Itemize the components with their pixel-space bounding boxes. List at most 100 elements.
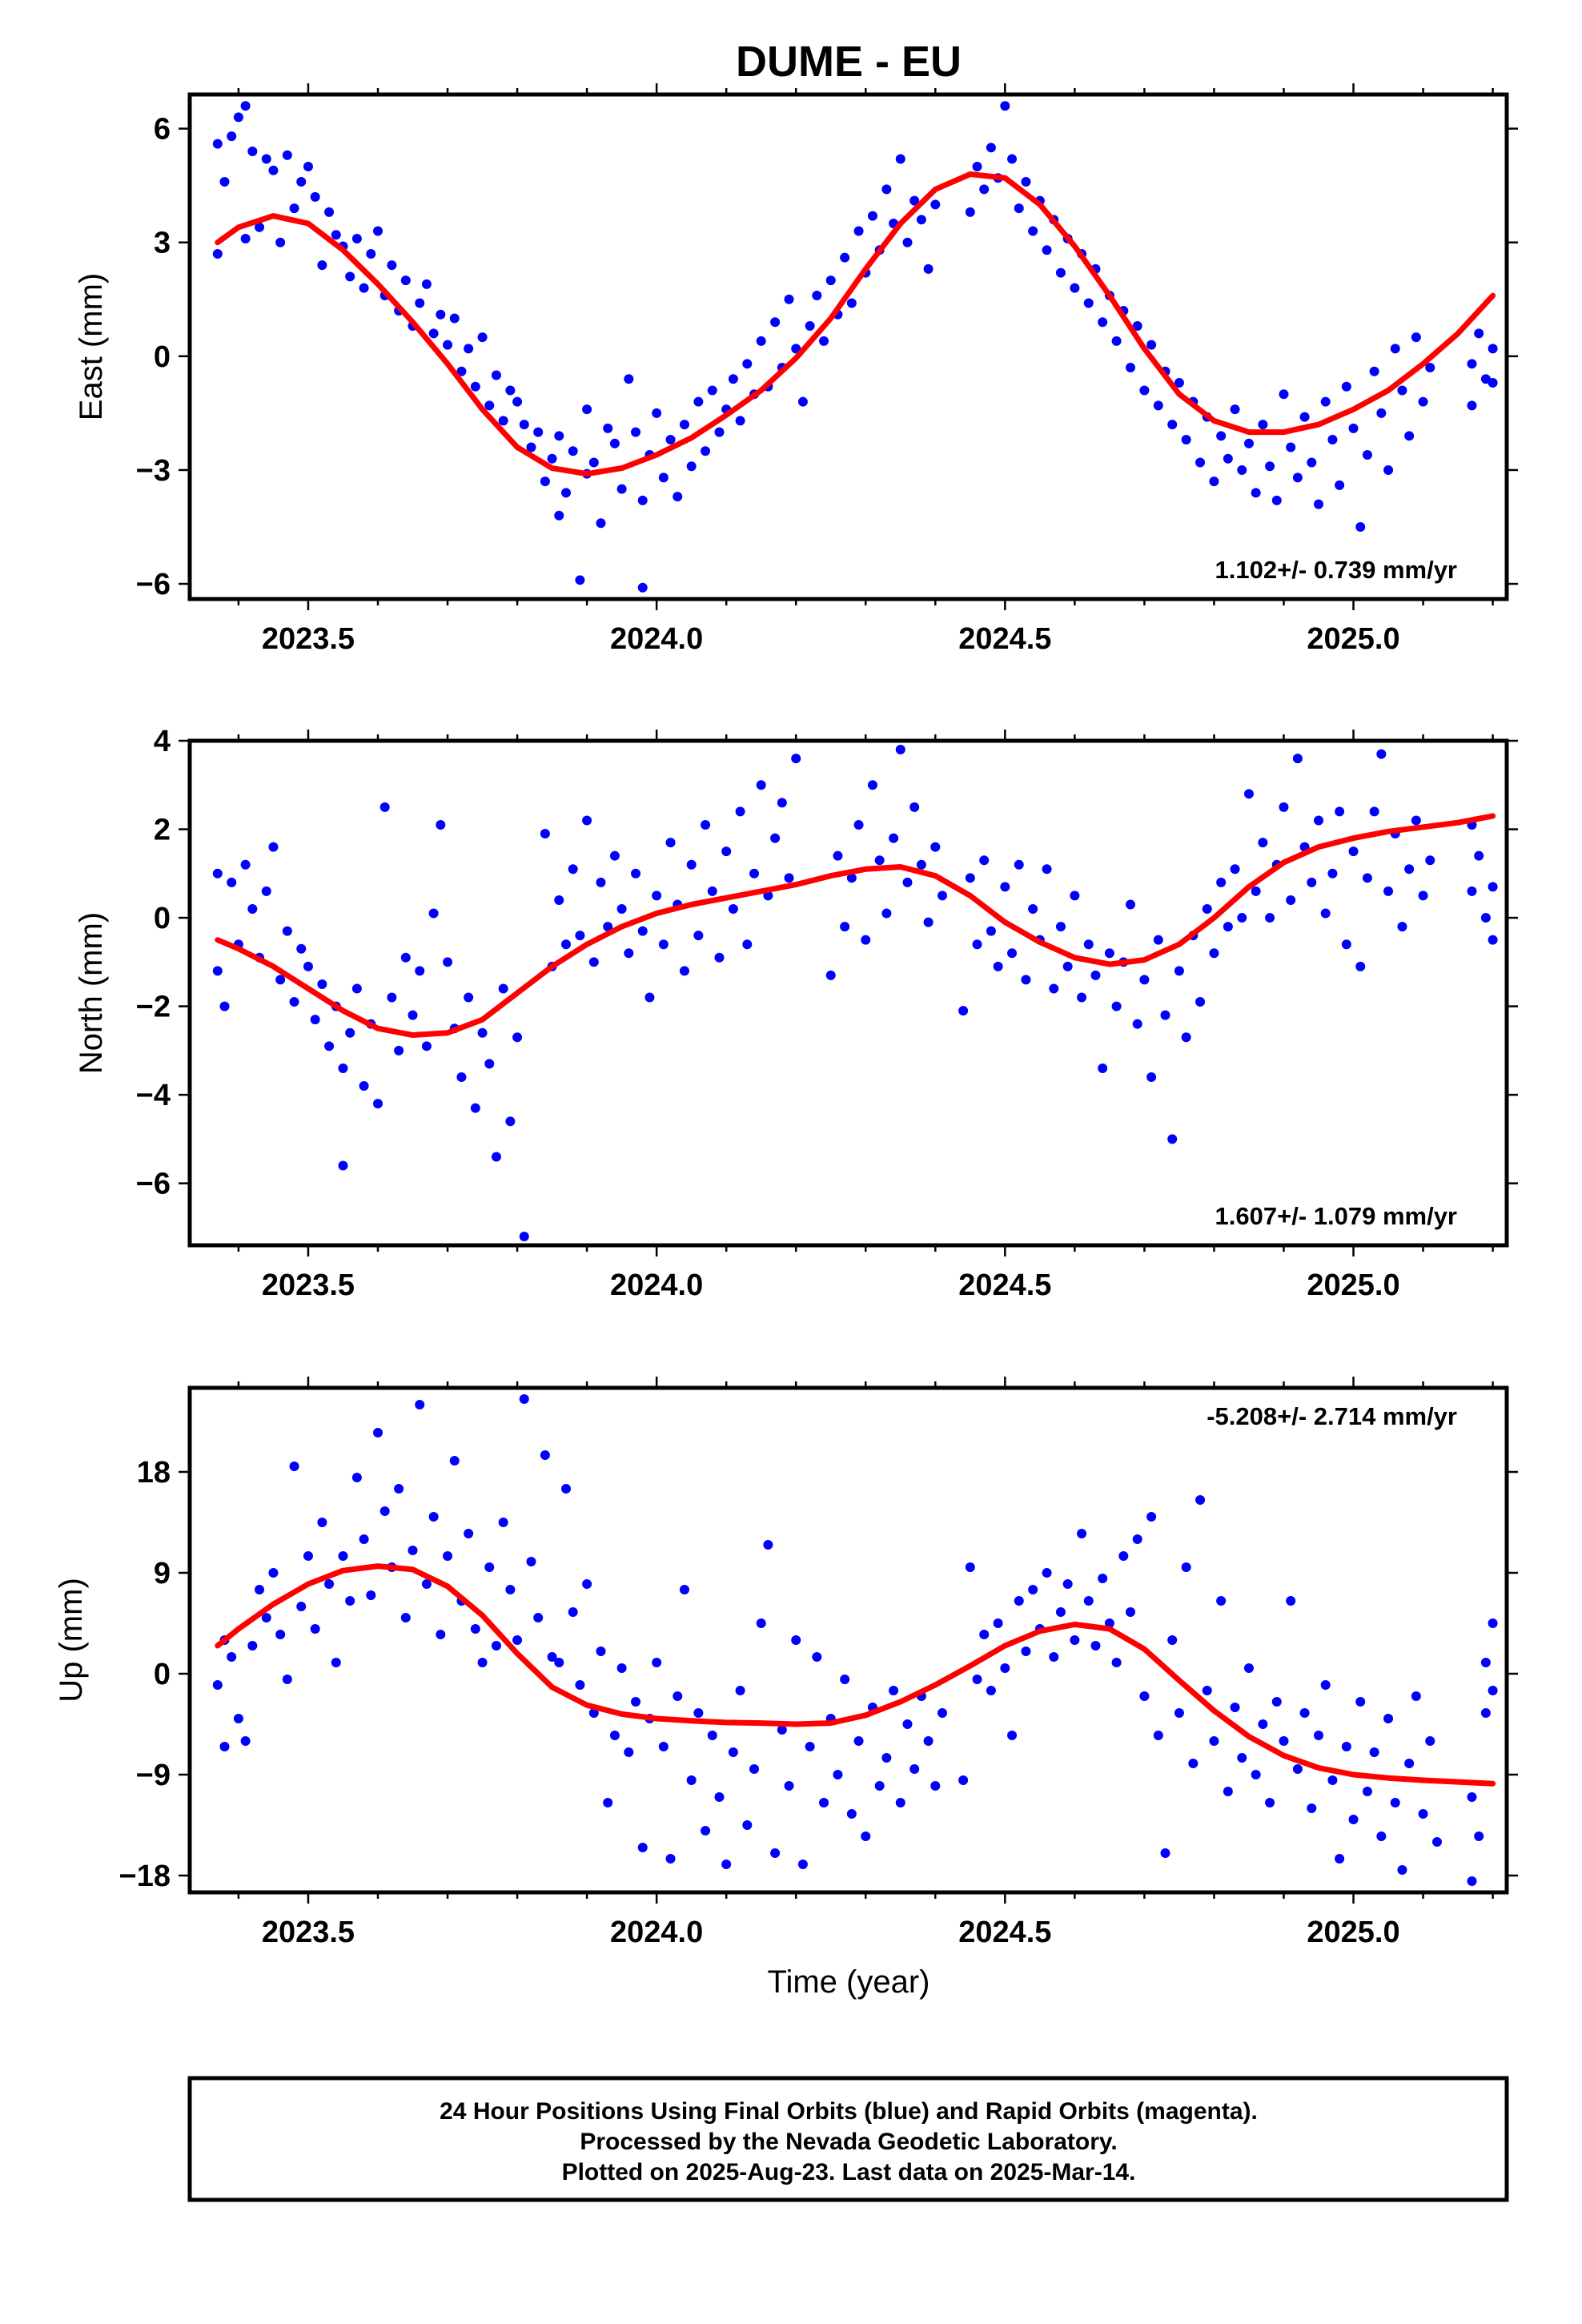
up-data-point xyxy=(366,1590,376,1600)
east-data-point xyxy=(317,260,327,271)
east-data-point xyxy=(1299,412,1310,422)
north-data-point xyxy=(637,926,648,936)
north-data-point xyxy=(1139,975,1150,985)
up-data-point xyxy=(212,1680,223,1690)
north-data-point xyxy=(853,820,864,830)
east-data-point xyxy=(268,165,279,175)
north-data-point xyxy=(679,966,689,976)
up-x-tick-label: 2024.5 xyxy=(958,1916,1051,1949)
north-data-point xyxy=(387,992,397,1003)
north-data-point xyxy=(1098,1063,1108,1073)
up-data-point xyxy=(1258,1719,1268,1729)
north-data-point xyxy=(909,802,920,812)
up-data-point xyxy=(686,1775,697,1785)
up-data-point xyxy=(1216,1596,1227,1606)
up-y-tick-label: −18 xyxy=(119,1860,171,1893)
up-data-point xyxy=(588,1708,599,1718)
up-data-point xyxy=(1411,1691,1421,1701)
up-data-point xyxy=(979,1630,990,1639)
east-data-point xyxy=(1000,101,1010,111)
east-data-point xyxy=(1279,389,1289,400)
north-data-point xyxy=(1279,802,1289,812)
east-data-point xyxy=(881,184,892,195)
north-data-point xyxy=(756,780,766,790)
east-data-point xyxy=(609,438,620,448)
north-data-point xyxy=(916,859,926,870)
up-data-point xyxy=(1049,1652,1059,1662)
north-data-point xyxy=(415,966,425,976)
up-data-point xyxy=(1418,1809,1428,1819)
north-data-point xyxy=(1083,939,1094,950)
north-data-point xyxy=(609,850,620,861)
north-data-point xyxy=(1335,806,1345,817)
east-data-point xyxy=(310,191,320,202)
up-data-point xyxy=(1480,1708,1491,1718)
east-data-point xyxy=(1307,457,1317,468)
north-data-point xyxy=(561,939,571,950)
north-data-layer xyxy=(212,745,1498,1241)
east-data-point xyxy=(345,271,355,282)
north-data-point xyxy=(1160,1010,1170,1020)
north-data-point xyxy=(282,926,292,936)
north-data-point xyxy=(212,966,223,976)
up-data-point xyxy=(345,1596,355,1606)
east-data-point xyxy=(456,366,467,376)
east-data-point xyxy=(1098,317,1108,328)
east-data-point xyxy=(603,423,613,433)
east-data-point xyxy=(212,139,223,149)
east-data-point xyxy=(533,427,544,437)
east-data-point xyxy=(1055,267,1066,278)
east-data-point xyxy=(1083,298,1094,308)
up-data-point xyxy=(1271,1697,1282,1707)
east-data-point xyxy=(1007,154,1018,164)
north-y-tick-label: 0 xyxy=(154,902,171,935)
north-data-point xyxy=(1480,913,1491,923)
east-data-point xyxy=(1376,408,1387,418)
north-data-point xyxy=(227,877,237,887)
up-data-point xyxy=(1153,1731,1163,1740)
east-data-point xyxy=(616,484,627,494)
north-data-point xyxy=(693,931,704,941)
footer-box: 24 Hour Positions Using Final Orbits (bl… xyxy=(187,2076,1509,2202)
north-data-point xyxy=(1286,895,1296,905)
north-data-point xyxy=(1397,922,1407,932)
east-data-point xyxy=(568,446,578,456)
east-data-point xyxy=(554,510,564,521)
up-data-point xyxy=(749,1764,759,1774)
north-data-point xyxy=(554,895,564,905)
east-data-point xyxy=(1488,378,1498,388)
north-data-point xyxy=(993,961,1003,971)
up-data-point xyxy=(408,1546,418,1555)
up-data-point xyxy=(310,1624,320,1634)
north-data-point xyxy=(979,855,990,866)
up-data-point xyxy=(1265,1798,1275,1807)
up-data-point xyxy=(526,1557,536,1566)
up-data-point xyxy=(958,1775,969,1785)
up-data-point xyxy=(1335,1854,1345,1864)
up-data-point xyxy=(679,1585,689,1594)
east-data-point xyxy=(596,518,606,529)
north-data-point xyxy=(1132,1019,1142,1029)
north-data-point xyxy=(791,754,801,764)
up-data-point xyxy=(1286,1596,1296,1606)
east-data-point xyxy=(554,431,564,441)
up-data-point xyxy=(1480,1658,1491,1667)
east-data-point xyxy=(255,222,265,232)
up-data-point xyxy=(1299,1708,1310,1718)
east-data-point xyxy=(1292,472,1303,483)
north-data-point xyxy=(1474,850,1484,861)
east-data-point xyxy=(1243,438,1254,448)
up-y-tick-label: −9 xyxy=(136,1759,171,1792)
up-data-point xyxy=(1098,1574,1108,1583)
east-data-point xyxy=(1474,328,1484,339)
north-data-point xyxy=(582,815,592,826)
north-data-point xyxy=(1028,904,1038,914)
north-data-point xyxy=(1111,1001,1122,1011)
north-data-point xyxy=(616,904,627,914)
north-data-point xyxy=(861,935,871,945)
north-data-point xyxy=(707,886,717,896)
up-y-tick-label: 9 xyxy=(154,1557,171,1590)
east-data-point xyxy=(387,260,397,271)
east-data-point xyxy=(240,101,251,111)
